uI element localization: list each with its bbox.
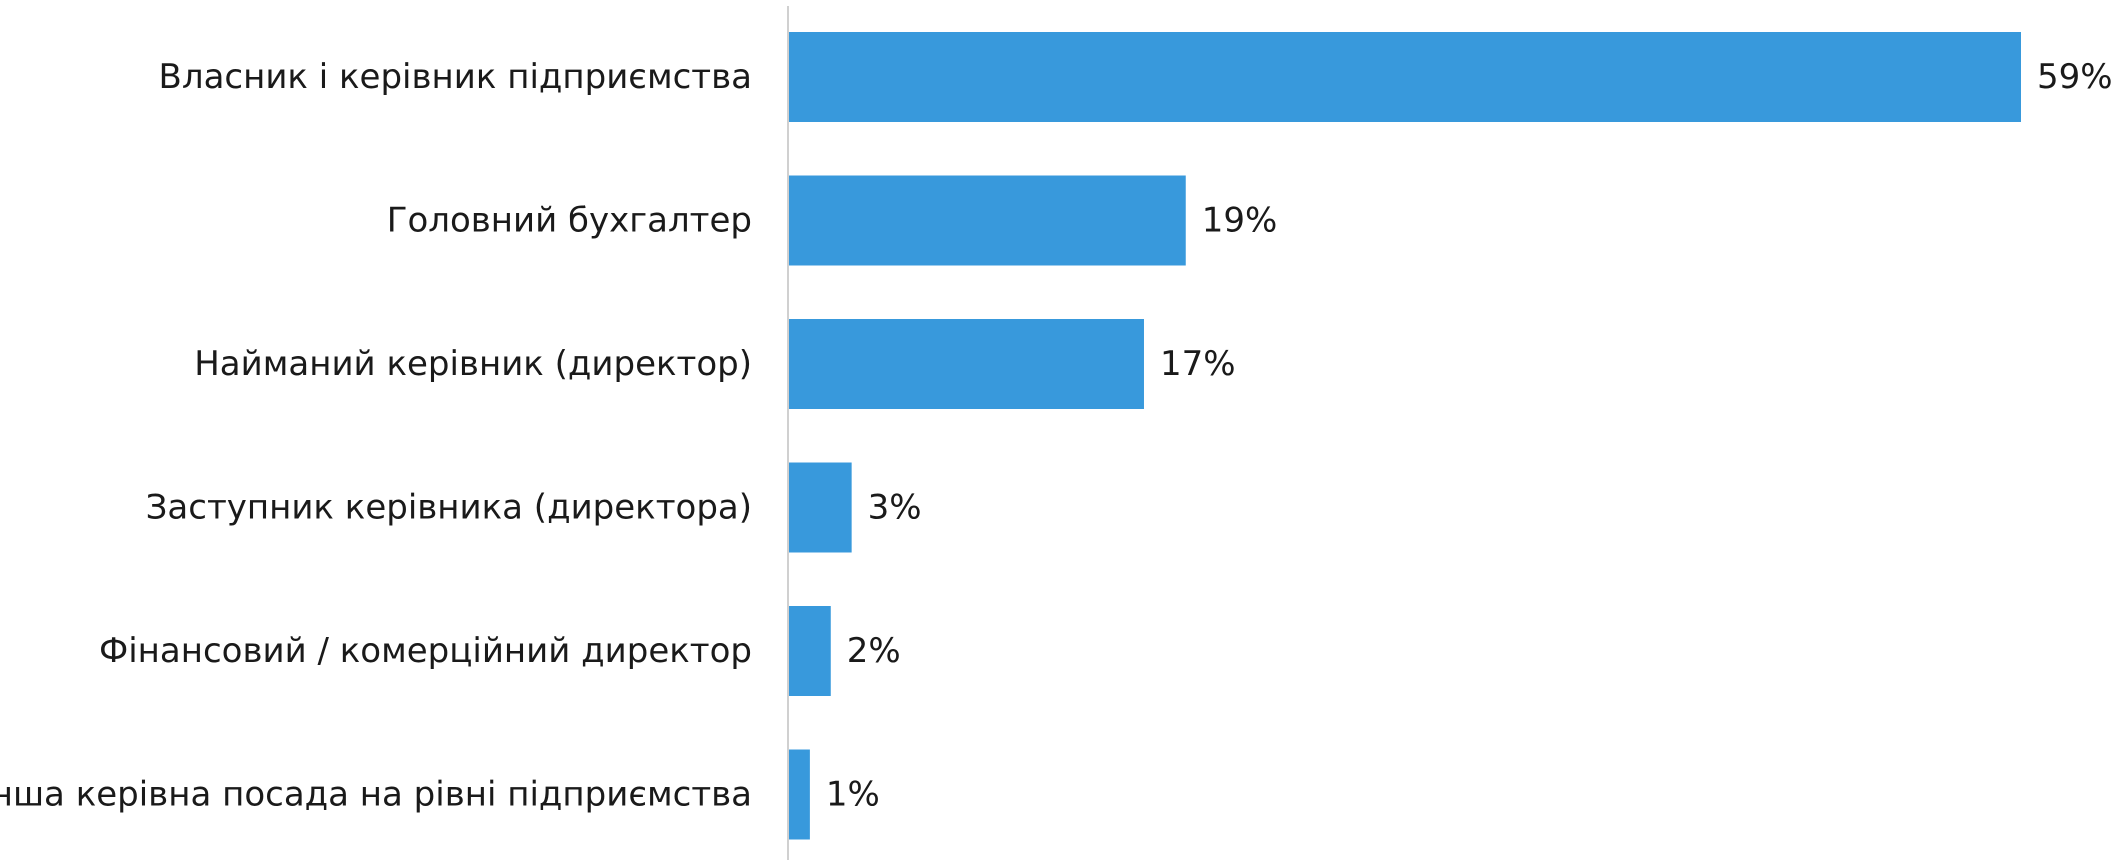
category-label-4: Заступник керівника (директора) [146,488,752,528]
bar-1 [789,32,2021,122]
category-label-1: Власник і керівник підприємства [159,57,752,97]
value-labels-group: 59% 19% 17% 3% 2% 1% [826,57,2113,815]
value-label-6: 1% [826,775,880,815]
bar-5 [789,606,831,696]
value-label-3: 17% [1160,344,1236,384]
bar-3 [789,319,1144,409]
value-label-2: 19% [1202,201,1278,241]
category-labels-group: Власник і керівник підприємства Головний … [0,57,752,815]
bar-4 [789,462,852,553]
category-label-5: Фінансовий / комерційний директор [99,631,752,671]
value-label-5: 2% [847,631,901,671]
bar-2 [789,175,1186,266]
category-label-3: Найманий керівник (директор) [194,344,752,384]
bars-group [789,32,2021,840]
value-label-1: 59% [2037,57,2113,97]
bar-6 [789,749,810,840]
category-label-6: Інша керівна посада на рівні підприємств… [0,775,752,815]
value-label-4: 3% [868,488,922,528]
category-label-2: Головний бухгалтер [387,201,752,241]
